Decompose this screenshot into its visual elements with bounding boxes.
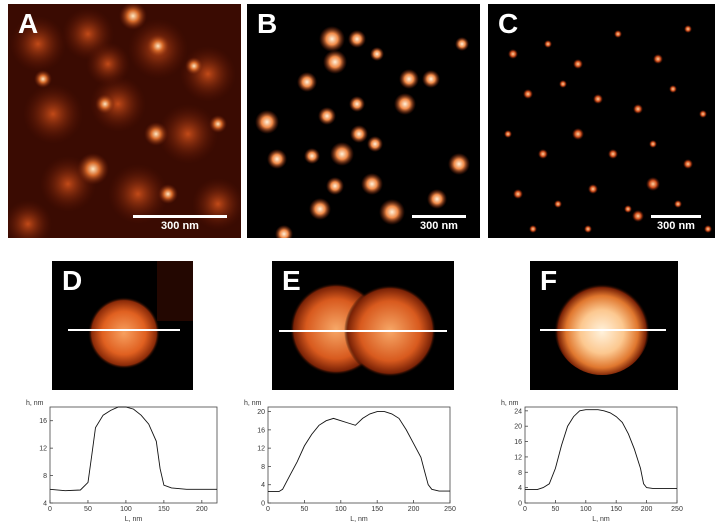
y-tick-label: 8 [518,470,522,477]
x-tick-label: 0 [523,506,527,513]
y-tick-label: 0 [518,501,522,508]
scale-label-b: 300 nm [420,220,458,232]
x-tick-label: 50 [301,506,309,513]
y-tick-label: 12 [514,454,522,461]
panel-letter-b: B [257,8,278,39]
afm-panel-e: E [272,261,454,390]
panel-letter-d: D [62,265,83,296]
profile-plot-f: 0 50 100 150 200 250 0 4 8 12 16 20 24 h, nm L, nm [495,395,685,523]
y-axis-label: h, nm [244,400,262,407]
profile-line-series [49,406,217,492]
x-tick-label: 150 [371,506,383,513]
y-tick-label: 4 [261,482,265,489]
scale-label-c: 300 nm [657,220,695,232]
profile-line-f [540,329,666,331]
x-axis-label: L, nm [125,516,143,523]
x-tick-label: 200 [196,506,208,513]
profile-line-d [68,329,180,331]
afm-image-f [530,261,678,390]
plot-frame [267,406,451,504]
y-tick-label: 16 [257,427,265,434]
y-tick-label: 20 [257,409,265,416]
x-tick-label: 50 [552,506,560,513]
x-tick-label: 50 [84,506,92,513]
panel-letter-c: C [498,8,519,39]
x-tick-label: 0 [48,506,52,513]
y-axis-label: h, nm [501,400,519,407]
x-tick-label: 250 [444,506,456,513]
plot-svg: 0 50 100 150 200 250 0 4 8 12 16 20 h, nm L, nm [244,400,456,523]
afm-panel-b: B 300 nm [247,4,480,238]
panel-letter-e: E [282,265,301,296]
profile-line-series [525,409,677,491]
x-axis-label: L, nm [350,516,368,523]
afm-image-c [488,4,715,238]
y-tick-label: 4 [518,485,522,492]
plot-frame [49,406,218,504]
panel-letter-a: A [18,8,39,39]
scale-label-a: 300 nm [161,220,199,232]
x-tick-label: 0 [266,506,270,513]
afm-image-d [52,261,193,390]
y-tick-label: 16 [514,439,522,446]
profile-line-e [279,330,447,332]
plot-svg: 0 50 100 150 200 250 0 4 8 12 16 20 24h, nm L, nm [501,400,683,523]
y-tick-label: 24 [514,408,522,415]
x-tick-label: 150 [158,506,170,513]
afm-image-e [272,261,454,390]
x-tick-label: 200 [408,506,420,513]
y-tick-label: 20 [514,424,522,431]
afm-panel-d: D [52,261,193,390]
x-tick-label: 150 [610,506,622,513]
plot-svg: 0 50 100 150 200 4 8 12 16 h, nm L, nm [26,400,218,523]
x-tick-label: 100 [335,506,347,513]
x-tick-label: 100 [580,506,592,513]
y-tick-label: 12 [39,446,47,453]
afm-image-b [247,4,480,238]
scale-bar-c: 300 nm [651,215,701,232]
x-tick-label: 100 [120,506,132,513]
afm-panel-f: F [530,261,678,390]
y-tick-label: 0 [261,501,265,508]
afm-image-a [8,4,241,238]
x-axis-label: L, nm [592,516,610,523]
profile-plot-d: 0 50 100 150 200 4 8 12 16 h, nm L, nm [20,395,225,523]
panel-letter-f: F [540,265,558,296]
profile-plot-e: 0 50 100 150 200 250 0 4 8 12 16 20 h, nm L, nm [238,395,458,523]
plot-frame [524,406,678,504]
y-tick-label: 12 [257,446,265,453]
afm-panel-c: C 300 nm [488,4,715,238]
afm-panel-a: A 300 nm [8,4,241,238]
scale-bar-a: 300 nm [133,215,227,232]
y-tick-label: 16 [39,418,47,425]
x-tick-label: 250 [671,506,683,513]
y-tick-label: 8 [261,464,265,471]
scale-bar-b: 300 nm [412,215,466,232]
y-tick-label: 4 [43,501,47,508]
y-axis-label: h, nm [26,400,44,407]
x-tick-label: 200 [641,506,653,513]
y-tick-label: 8 [43,473,47,480]
profile-line-series [268,411,450,493]
